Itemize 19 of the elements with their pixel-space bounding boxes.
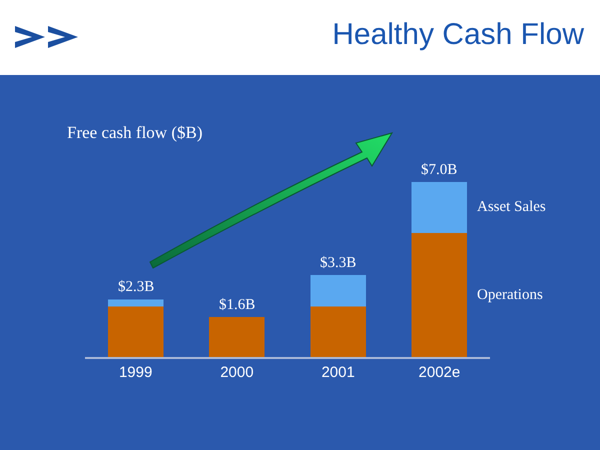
annotation: $7.0B	[421, 162, 458, 178]
bar	[108, 306, 164, 357]
x-tick-label: 2000	[220, 364, 254, 381]
chart-subtitle: Free cash flow ($B)	[67, 123, 202, 142]
x-tick-label: 2001	[321, 364, 355, 381]
annotation: $3.3B	[320, 255, 356, 271]
bar	[412, 232, 468, 357]
annotation: $2.3B	[118, 279, 154, 295]
bar	[209, 316, 265, 357]
bar	[412, 182, 468, 233]
x-tick-label: 1999	[118, 364, 152, 381]
bar	[108, 299, 164, 306]
bar	[310, 274, 366, 306]
chart-title: Healthy Cash Flow	[332, 18, 584, 52]
bar	[310, 306, 366, 357]
x-tick-label: 2002e	[418, 364, 460, 381]
series-label: Operations	[477, 287, 543, 303]
annotation: $1.6B	[219, 297, 256, 313]
series-label: Asset Sales	[477, 199, 546, 215]
